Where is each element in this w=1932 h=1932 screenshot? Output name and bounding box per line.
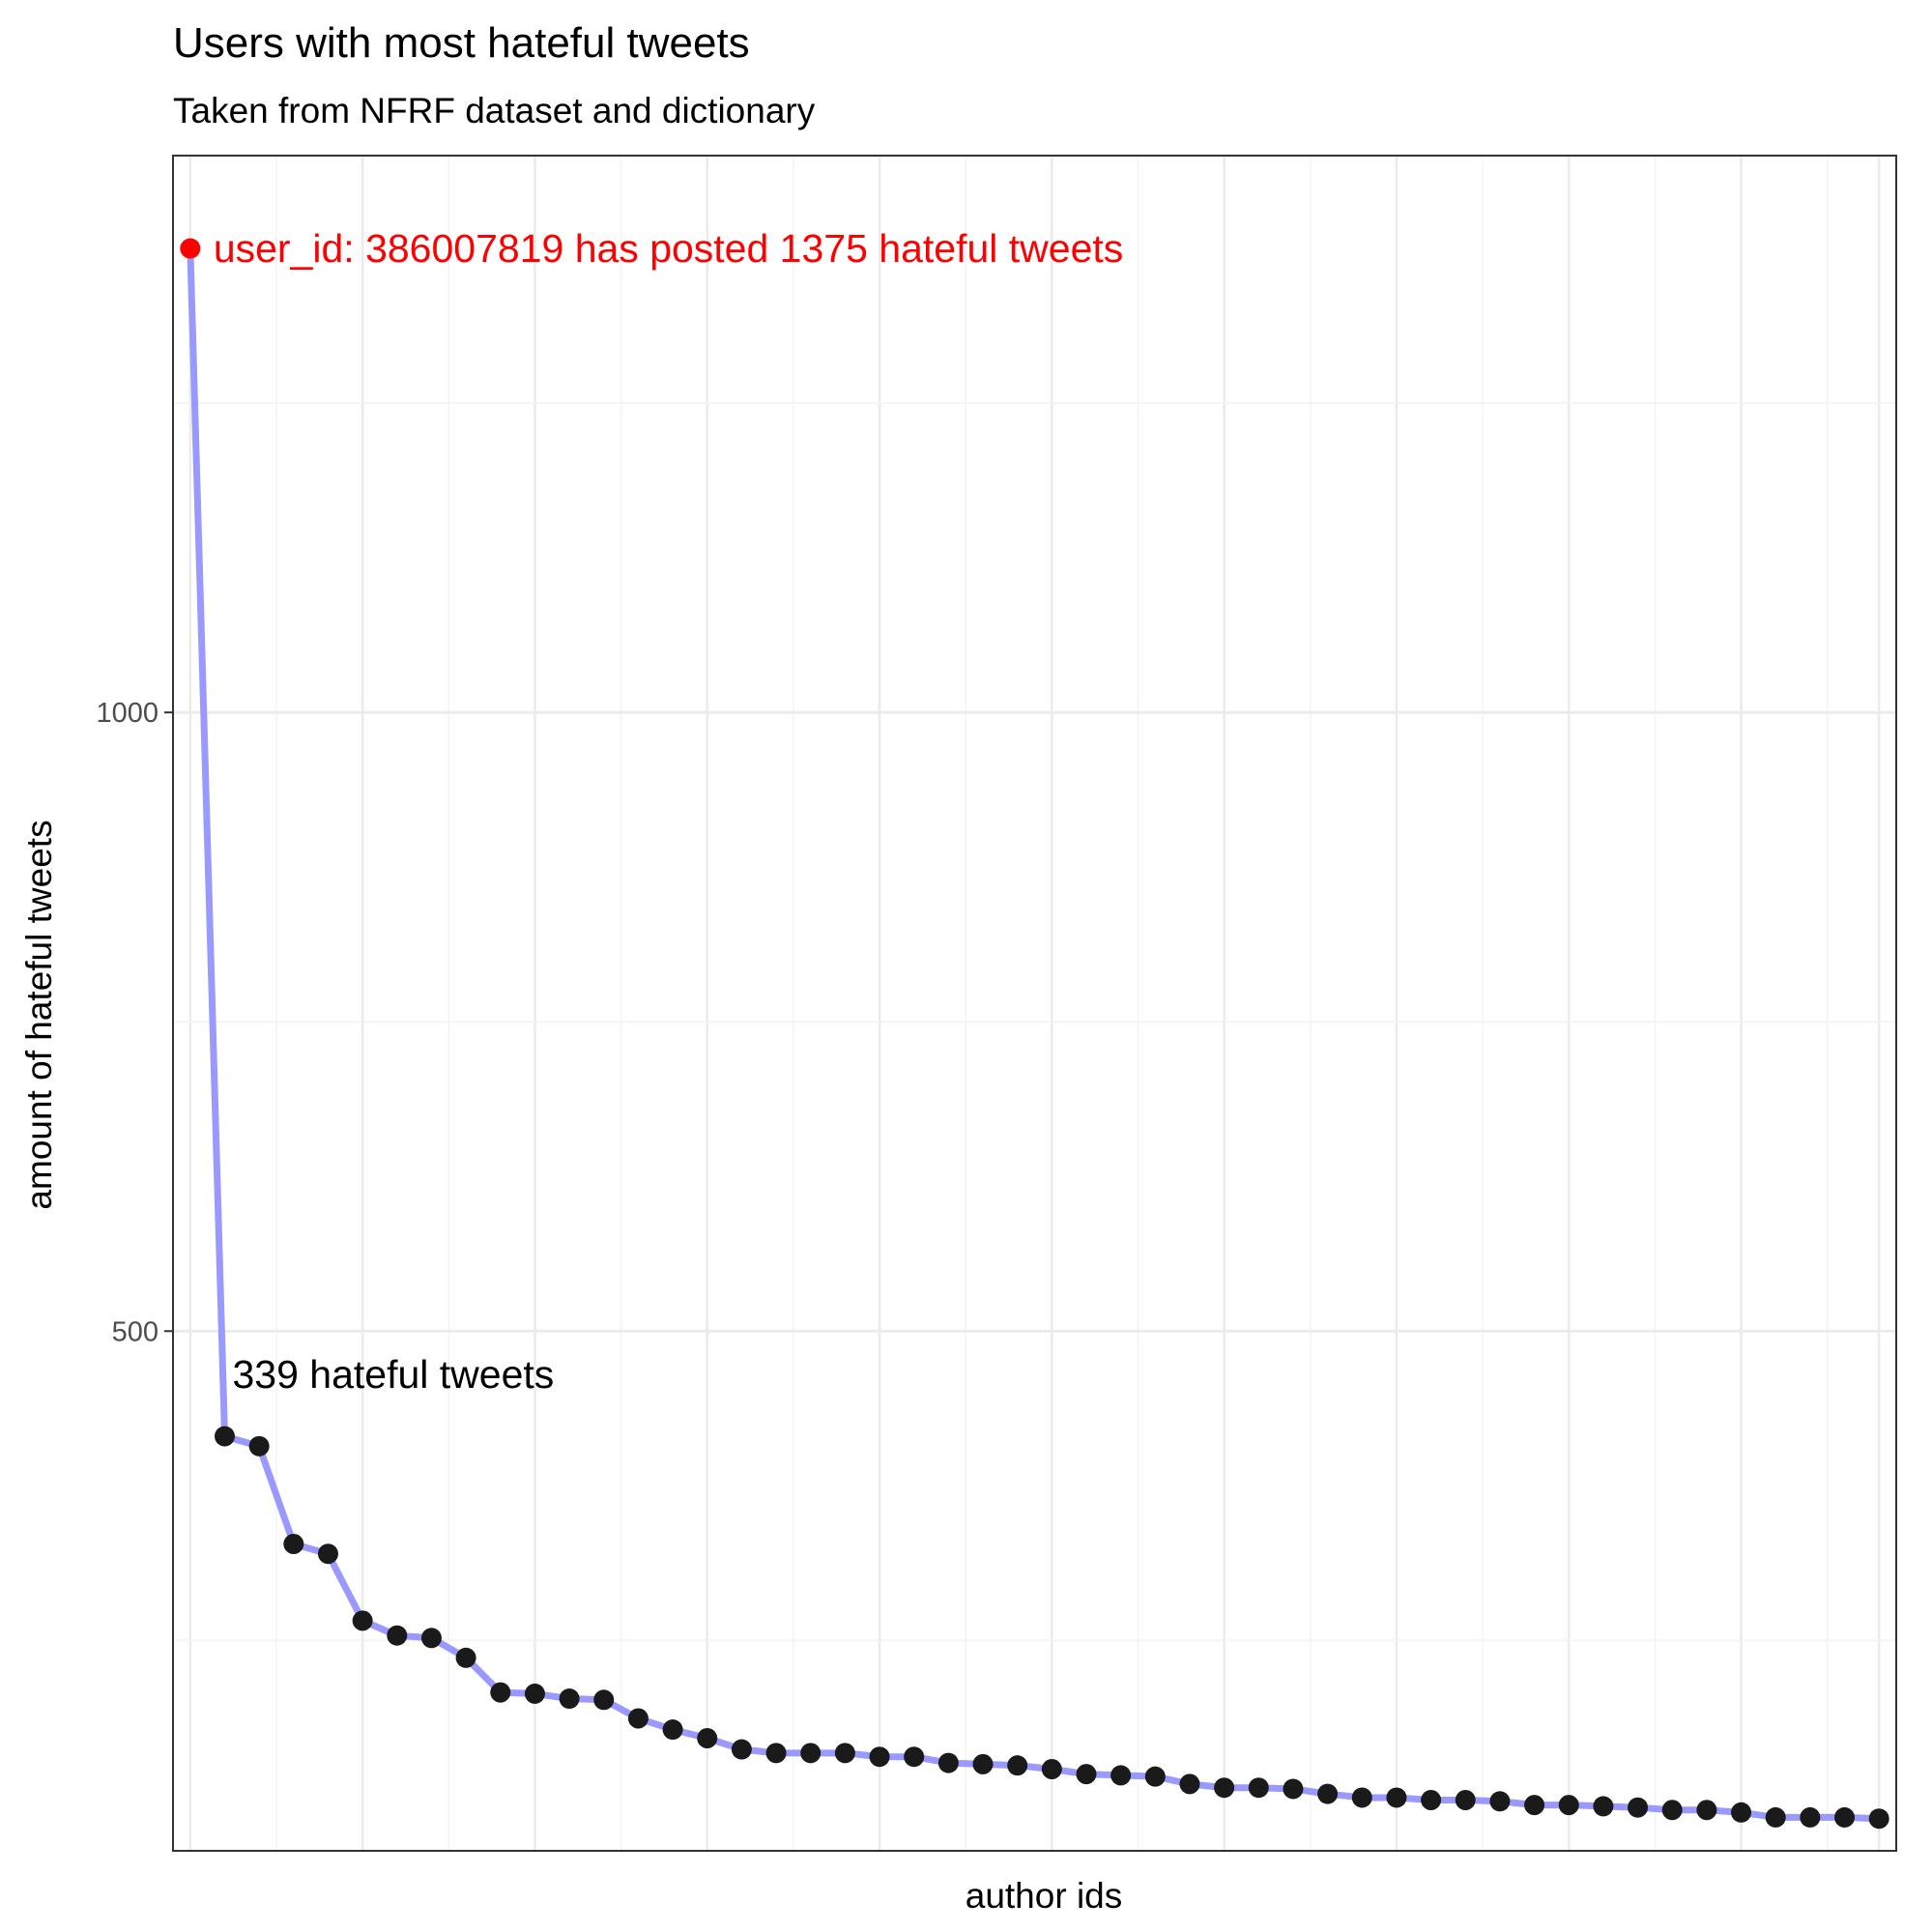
data-point bbox=[1628, 1797, 1649, 1818]
data-point bbox=[1421, 1790, 1442, 1811]
data-point bbox=[1731, 1802, 1752, 1823]
data-point bbox=[1007, 1755, 1028, 1776]
data-point bbox=[593, 1689, 615, 1711]
data-point bbox=[1351, 1787, 1372, 1808]
data-point bbox=[1558, 1795, 1579, 1816]
data-point bbox=[800, 1743, 822, 1764]
data-point bbox=[1661, 1800, 1683, 1821]
data-point bbox=[1144, 1766, 1166, 1787]
data-point bbox=[1283, 1778, 1304, 1800]
data-point bbox=[1455, 1790, 1476, 1811]
data-point bbox=[1696, 1800, 1717, 1821]
chart-subtitle: Taken from NFRF dataset and dictionary bbox=[173, 91, 816, 130]
data-point bbox=[1800, 1806, 1821, 1828]
annotation-second-user: 339 hateful tweets bbox=[232, 1352, 554, 1397]
data-point bbox=[972, 1753, 994, 1774]
data-point bbox=[387, 1625, 408, 1646]
panel-border bbox=[172, 155, 1897, 1852]
plot-area: 500 1000 user_id: 386007819 has posted 137… bbox=[96, 155, 1897, 1852]
data-point bbox=[283, 1533, 304, 1554]
highlight-point bbox=[180, 238, 201, 259]
data-point bbox=[1076, 1764, 1097, 1785]
panel-background bbox=[173, 156, 1896, 1851]
data-point bbox=[317, 1543, 338, 1565]
data-point bbox=[1524, 1795, 1545, 1816]
x-axis-title: author ids bbox=[966, 1876, 1123, 1916]
data-point bbox=[420, 1628, 442, 1649]
data-point bbox=[765, 1743, 787, 1764]
data-point bbox=[1765, 1806, 1786, 1828]
data-point bbox=[1386, 1787, 1407, 1808]
data-point bbox=[904, 1746, 925, 1768]
data-point bbox=[1041, 1759, 1062, 1780]
data-point bbox=[869, 1746, 890, 1768]
data-point bbox=[1248, 1777, 1269, 1799]
data-point bbox=[1110, 1765, 1132, 1786]
data-point bbox=[834, 1743, 855, 1764]
chart-title: Users with most hateful tweets bbox=[173, 19, 750, 67]
data-point bbox=[1317, 1783, 1339, 1804]
data-point bbox=[1179, 1773, 1200, 1795]
data-point bbox=[455, 1647, 476, 1668]
data-point bbox=[214, 1426, 235, 1447]
data-point bbox=[1834, 1806, 1856, 1828]
data-point bbox=[731, 1739, 752, 1760]
y-axis-title: amount of hateful tweets bbox=[19, 820, 59, 1209]
data-point bbox=[697, 1727, 718, 1748]
data-point bbox=[1489, 1791, 1511, 1812]
data-point bbox=[248, 1435, 270, 1456]
data-point bbox=[1868, 1808, 1889, 1830]
data-point bbox=[937, 1752, 959, 1773]
data-point bbox=[1593, 1796, 1614, 1817]
data-point bbox=[490, 1682, 511, 1703]
y-tick-label: 1000 bbox=[96, 698, 159, 729]
data-point bbox=[524, 1683, 545, 1704]
data-point bbox=[352, 1610, 373, 1631]
data-point bbox=[559, 1688, 580, 1710]
y-tick-label: 500 bbox=[112, 1316, 159, 1347]
annotation-top-user: user_id: 386007819 has posted 1375 hatef… bbox=[214, 226, 1123, 271]
data-point bbox=[662, 1719, 683, 1741]
data-point bbox=[1214, 1777, 1235, 1799]
data-point bbox=[627, 1708, 649, 1729]
